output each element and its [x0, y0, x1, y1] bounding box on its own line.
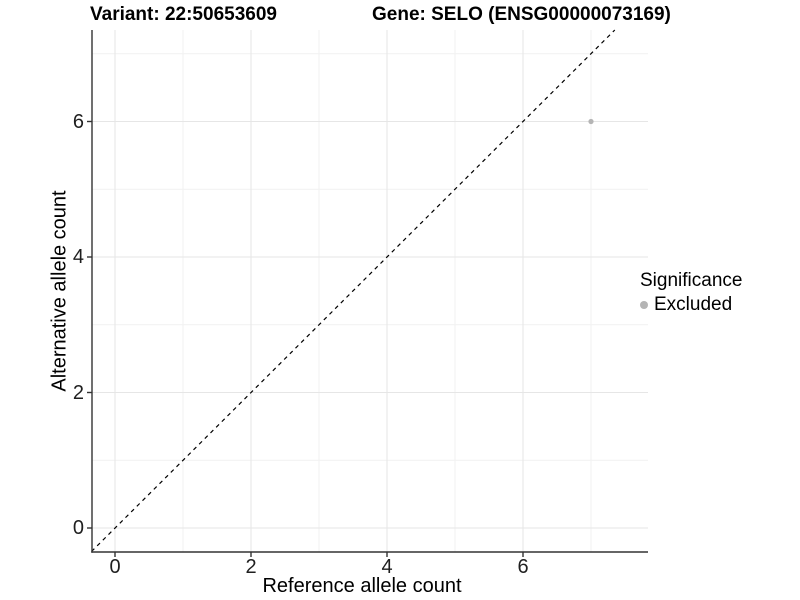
legend: Significance Excluded — [640, 270, 742, 316]
y-tick-label-2: 2 — [72, 381, 84, 404]
variant-title: Variant: 22:50653609 — [90, 4, 277, 25]
x-tick-label-0: 0 — [109, 556, 121, 578]
legend-item-label: Excluded — [654, 294, 733, 315]
data-point — [588, 118, 594, 125]
x-tick-label-6: 6 — [517, 556, 529, 578]
legend-item-excluded: Excluded — [640, 294, 742, 316]
x-axis-title: Reference allele count — [262, 575, 462, 597]
x-axis-ticks — [114, 552, 524, 557]
y-axis-title: Alternative allele count — [48, 190, 71, 392]
x-tick-label-2: 2 — [245, 556, 257, 578]
grid-major — [92, 30, 648, 552]
y-tick-label-4: 4 — [72, 246, 84, 268]
identity-line — [91, 29, 616, 552]
excluded-dot-icon — [640, 301, 648, 309]
x-tick-label-4: 4 — [381, 556, 393, 578]
data-points-layer — [588, 118, 594, 125]
y-axis-ticks — [87, 120, 92, 529]
legend-title: Significance — [640, 270, 743, 291]
y-tick-label-0: 0 — [72, 517, 84, 539]
grid-minor — [92, 30, 648, 552]
y-tick-label-6: 6 — [72, 110, 84, 133]
gene-title: Gene: SELO (ENSG00000073169) — [372, 4, 671, 25]
